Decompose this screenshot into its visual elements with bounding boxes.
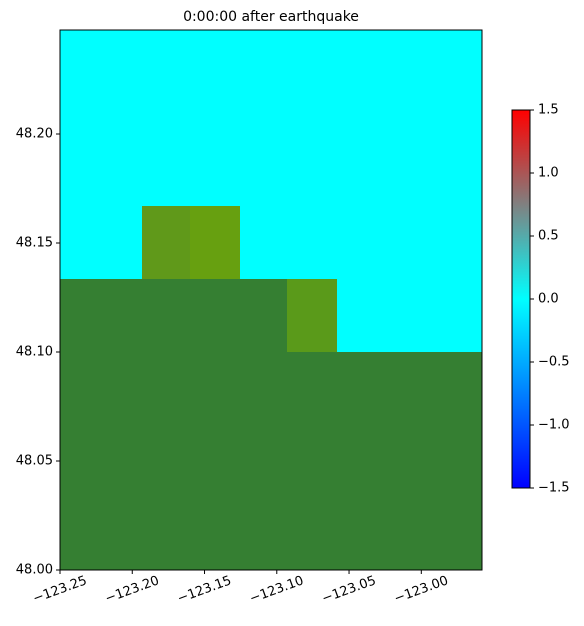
land-high (287, 279, 337, 352)
land-high (142, 206, 190, 279)
x-tick-label: −123.15 (175, 573, 233, 606)
colorbar-tick-label: 0.0 (538, 292, 559, 307)
x-tick-label: −123.25 (31, 573, 89, 606)
land (60, 279, 287, 570)
y-tick-label: 48.00 (16, 563, 53, 578)
plot-frame (59, 29, 483, 571)
colorbar (511, 109, 531, 489)
colorbar-tick-label: −1.5 (538, 481, 570, 496)
map-field (60, 30, 482, 570)
colorbar-tick-label: 0.5 (538, 229, 559, 244)
x-tick-label: −123.00 (392, 573, 450, 606)
y-tick-label: 48.20 (16, 126, 53, 141)
land (287, 352, 482, 570)
x-tick-label: −123.05 (320, 573, 378, 606)
y-tick-label: 48.05 (16, 453, 53, 468)
colorbar-tick-label: 1.0 (538, 166, 559, 181)
x-tick-label: −123.10 (248, 573, 306, 606)
y-tick-label: 48.10 (16, 344, 53, 359)
chart-title: 0:00:00 after earthquake (183, 9, 359, 25)
y-tick-label: 48.15 (16, 235, 53, 250)
colorbar-tick-label: −0.5 (538, 355, 570, 370)
land-high (190, 206, 240, 279)
colorbar-tick-label: −1.0 (538, 418, 570, 433)
x-tick-label: −123.20 (103, 573, 161, 606)
colorbar-tick-label: 1.5 (538, 103, 559, 118)
